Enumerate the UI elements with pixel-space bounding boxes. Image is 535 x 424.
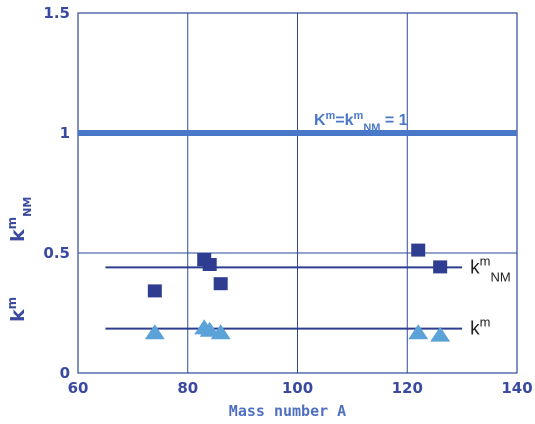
marker-layer bbox=[144, 243, 451, 342]
data-point-triangle bbox=[408, 324, 429, 340]
data-point-triangle bbox=[199, 321, 220, 337]
x-tick-label: 100 bbox=[282, 379, 313, 397]
x-tick-label: 120 bbox=[392, 379, 423, 397]
data-point-square bbox=[213, 277, 228, 291]
y-tick-label: 0.5 bbox=[43, 244, 70, 262]
data-point-square bbox=[433, 260, 448, 274]
y-axis-title: kmNM km bbox=[5, 197, 34, 322]
svg-text:km: km bbox=[5, 297, 29, 322]
data-point-triangle bbox=[144, 324, 165, 340]
y-tick-label: 0 bbox=[60, 364, 70, 382]
x-axis-title: Mass number A bbox=[229, 402, 346, 420]
reference-line-label: Km=kmNM = 1 bbox=[314, 110, 408, 134]
tick-label-layer: 60 80 100 120 140 0 0.5 1 1.5 bbox=[43, 4, 532, 397]
data-point-square bbox=[202, 258, 217, 271]
x-tick-label: 80 bbox=[177, 379, 198, 397]
plot-frame bbox=[77, 12, 518, 374]
data-point-square bbox=[147, 284, 162, 298]
data-point-square bbox=[411, 243, 426, 257]
svg-text:kmNM: kmNM bbox=[5, 197, 34, 242]
grid bbox=[78, 13, 517, 373]
data-point-triangle bbox=[210, 324, 231, 340]
y-tick-label: 1 bbox=[60, 124, 70, 142]
x-tick-label: 140 bbox=[501, 379, 532, 397]
series-label-km: km bbox=[470, 315, 490, 340]
y-tick-label: 1.5 bbox=[43, 4, 70, 22]
x-tick-label: 60 bbox=[68, 379, 89, 397]
data-point-triangle bbox=[430, 326, 451, 342]
fit-line-layer bbox=[105, 266, 463, 330]
series-label-kmNM: kmNM bbox=[470, 253, 511, 284]
